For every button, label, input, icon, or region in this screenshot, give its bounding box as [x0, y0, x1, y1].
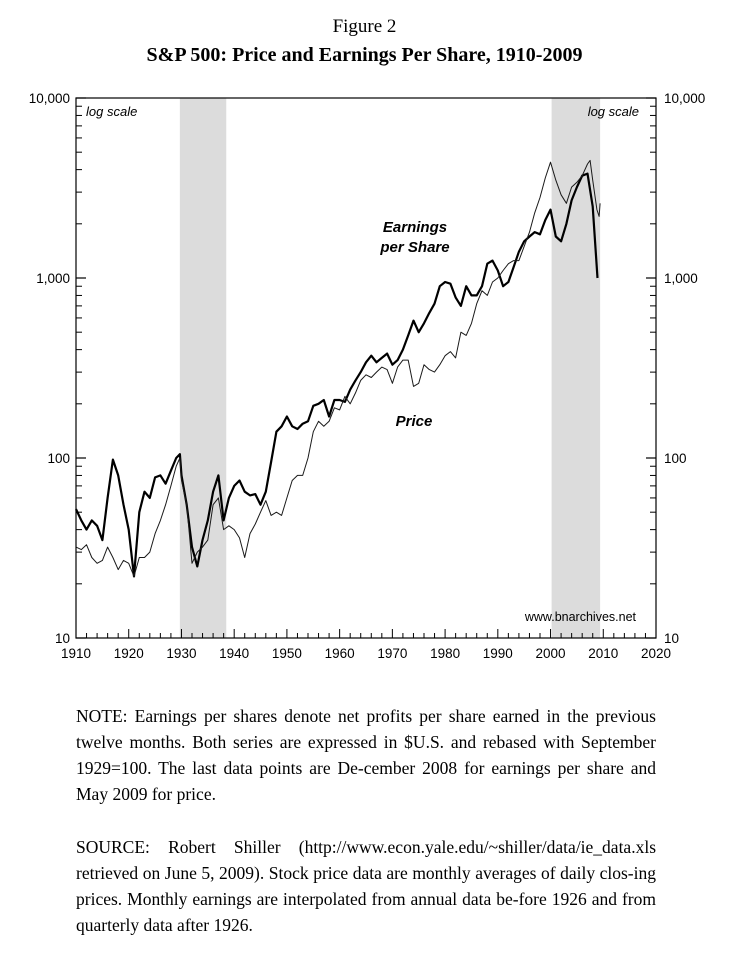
shaded-period-1: [179, 98, 227, 638]
axis-labels: 1910 1920 1930 1940 1950 1960 1970 1980 1990 2000…: [29, 91, 706, 661]
price-line: [75, 159, 601, 577]
plot-frame: [75, 97, 657, 639]
y-tick-label-right: 10,000: [664, 91, 705, 106]
y-tick-label-right: 1,000: [664, 271, 698, 286]
x-tick-label: 1920: [114, 646, 144, 661]
note-paragraph: NOTE: Earnings per shares denote net pro…: [76, 706, 656, 804]
x-tick-label: 2000: [536, 646, 566, 661]
source-paragraph: SOURCE: Robert Shiller (http://www.econ.…: [76, 837, 656, 935]
x-tick-label: 1970: [377, 646, 407, 661]
x-tick-label: 1950: [272, 646, 302, 661]
y-tick-label-left: 1,000: [36, 271, 70, 286]
log-scale-left-label: log scale: [86, 104, 137, 119]
log-scale-right-label: log scale: [588, 104, 639, 119]
y-tick-label-left: 10,000: [29, 91, 70, 106]
watermark: www.bnarchives.net: [524, 610, 637, 624]
x-tick-label: 1960: [325, 646, 355, 661]
x-tick-label: 1930: [166, 646, 196, 661]
y-tick-label-left: 100: [47, 451, 70, 466]
axis-ticks: [75, 97, 657, 639]
series-lines: [75, 159, 601, 578]
earnings-series-label-line2: per Share: [379, 239, 449, 256]
x-tick-label: 1980: [430, 646, 460, 661]
x-tick-label: 2010: [588, 646, 618, 661]
earnings-series-label-line1: Earnings: [383, 219, 447, 236]
y-tick-label-right: 100: [664, 451, 687, 466]
y-tick-label-left: 10: [55, 631, 70, 646]
y-tick-label-right: 10: [664, 631, 679, 646]
chart-title: S&P 500: Price and Earnings Per Share, 1…: [146, 44, 583, 66]
x-tick-label: 1940: [219, 646, 249, 661]
x-tick-label: 2020: [641, 646, 671, 661]
price-series-label: Price: [396, 413, 433, 430]
figure-label: Figure 2: [332, 16, 397, 37]
x-tick-label: 1910: [61, 646, 91, 661]
x-tick-label: 1990: [483, 646, 513, 661]
earnings-per-share-line: [75, 172, 599, 578]
shaded-periods: [179, 98, 601, 638]
